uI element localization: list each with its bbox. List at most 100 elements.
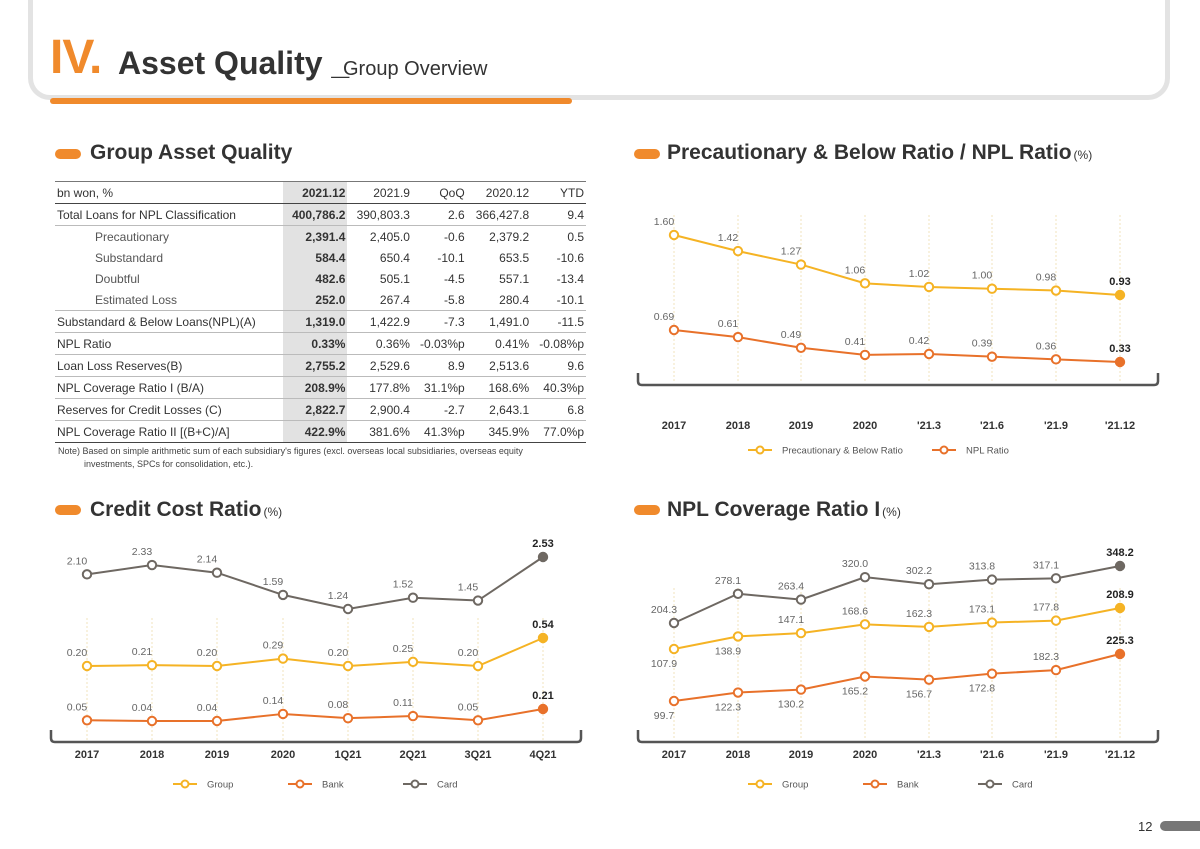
precautionary-axis-bracket xyxy=(636,373,1160,387)
coverage-series-line xyxy=(673,653,1121,702)
table-cell: 208.9% xyxy=(282,376,348,399)
table-cell: -10.1 xyxy=(437,250,465,265)
creditcost-axis-bracket xyxy=(49,730,583,744)
coverage-data-label: 177.8 xyxy=(1033,602,1059,614)
page-subtitle: Group Overview xyxy=(343,58,488,80)
precautionary-data-label: 0.42 xyxy=(909,335,930,347)
coverage-data-label: 313.8 xyxy=(969,561,995,573)
precautionary-legend-marker xyxy=(939,445,949,455)
coverage-data-point xyxy=(859,571,871,583)
page-number: 12 xyxy=(1138,819,1153,834)
coverage-legend-marker xyxy=(985,779,995,789)
coverage-data-point xyxy=(668,695,680,707)
precautionary-data-point xyxy=(986,351,998,362)
table-cell: 653.5 xyxy=(499,250,530,265)
coverage-data-label: 168.6 xyxy=(842,605,868,617)
coverage-data-point xyxy=(1114,648,1126,660)
table-column-header: 2021.12 xyxy=(282,181,348,204)
coverage-data-point xyxy=(732,588,744,599)
table-cell: 2,755.2 xyxy=(282,354,348,377)
table-cell: 2,405.0 xyxy=(369,229,410,244)
creditcost-data-label: 0.21 xyxy=(532,690,553,702)
table-cell: 1,491.0 xyxy=(466,310,532,333)
table-row: Substandard & Below Loans(NPL)(A) 1,319.0… xyxy=(55,310,586,333)
coverage-data-point xyxy=(668,617,680,629)
coverage-data-point xyxy=(986,668,998,679)
table-cell: 381.6% xyxy=(347,420,412,443)
table-row: NPL Coverage Ratio II [(B+C)/A] 422.9% 381… xyxy=(55,420,586,443)
creditcost-data-point xyxy=(81,569,93,580)
creditcost-data-point xyxy=(342,660,354,672)
precautionary-legend-marker xyxy=(755,445,765,455)
table-cell: 482.6 xyxy=(282,268,348,289)
coverage-x-tick-label: '21.12 xyxy=(1105,749,1135,761)
precautionary-data-point xyxy=(923,281,935,293)
table-cell: 8.9 xyxy=(411,354,467,377)
creditcost-data-point xyxy=(472,715,484,726)
table-cell: 2,379.2 xyxy=(489,229,530,244)
table-cell: 390,803.3 xyxy=(347,203,412,226)
coverage-data-label: 162.3 xyxy=(906,608,932,620)
table-cell: 557.1 xyxy=(499,271,530,286)
creditcost-data-point xyxy=(146,715,158,727)
creditcost-data-label: 2.33 xyxy=(132,546,153,558)
table-cell: 41.3%p xyxy=(411,420,467,443)
creditcost-data-label: 2.53 xyxy=(532,538,553,550)
creditcost-series-line xyxy=(86,708,544,722)
precautionary-series-line xyxy=(673,329,1121,363)
coverage-chart-title: NPL Coverage Ratio I (%) xyxy=(667,498,901,521)
creditcost-data-label: 1.45 xyxy=(458,582,479,594)
table-cell: 0.36% xyxy=(347,332,412,355)
creditcost-x-tick-label: 2019 xyxy=(205,749,229,761)
precautionary-data-point xyxy=(795,342,807,353)
table-column-header: 2020.12 xyxy=(466,181,532,204)
coverage-data-point xyxy=(1114,560,1126,572)
table-row: NPL Coverage Ratio I (B/A) 208.9% 177.8% 31… xyxy=(55,376,586,399)
row-label: Estimated Loss xyxy=(55,289,283,311)
creditcost-data-label: 0.04 xyxy=(197,702,218,714)
coverage-data-point xyxy=(795,684,807,695)
creditcost-chart-title: Credit Cost Ratio (%) xyxy=(90,498,283,521)
coverage-data-label: 138.9 xyxy=(715,645,741,657)
table-cell: 2,529.6 xyxy=(347,354,412,377)
creditcost-data-point xyxy=(277,589,289,601)
creditcost-data-point xyxy=(211,715,223,727)
table-cell: -2.7 xyxy=(411,398,467,421)
precautionary-data-point xyxy=(859,349,871,361)
precautionary-legend-label: NPL Ratio xyxy=(966,446,1009,457)
coverage-data-point xyxy=(859,619,871,630)
coverage-series-line xyxy=(673,607,1121,650)
precautionary-series-line xyxy=(673,234,1121,296)
precautionary-data-point xyxy=(795,259,807,270)
precautionary-legend-label: Precautionary & Below Ratio xyxy=(782,446,903,457)
table-cell: 267.4 xyxy=(347,289,412,311)
precautionary-data-point xyxy=(986,283,998,294)
creditcost-data-label: 0.29 xyxy=(263,640,284,652)
creditcost-data-point xyxy=(146,559,158,571)
table-cell: 31.1%p xyxy=(411,376,467,399)
coverage-data-point xyxy=(986,574,998,585)
table-cell: 584.4 xyxy=(282,247,348,268)
table-cell: 2,900.4 xyxy=(347,398,412,421)
creditcost-data-label: 1.59 xyxy=(263,576,284,588)
coverage-data-point xyxy=(923,579,935,590)
table-cell: -0.08%p xyxy=(531,332,586,355)
precautionary-data-label: 0.41 xyxy=(845,336,866,348)
table-cell: 1,319.0 xyxy=(282,310,348,333)
coverage-legend-marker xyxy=(870,779,880,789)
creditcost-x-tick-label: 2Q21 xyxy=(400,749,427,761)
row-label: Doubtful xyxy=(95,271,140,286)
precautionary-data-label: 1.60 xyxy=(654,216,675,228)
table-row: Substandard 584.4 650.4 -10.1 653.5 -10.6 xyxy=(55,247,586,268)
table-cell: 280.4 xyxy=(466,289,532,311)
creditcost-data-point xyxy=(81,715,93,726)
creditcost-legend-label: Card xyxy=(437,780,458,791)
precautionary-chart-title: Precautionary & Below Ratio / NPL Ratio(… xyxy=(667,141,1093,164)
precautionary-data-point xyxy=(1114,356,1126,368)
header-frame xyxy=(28,0,1170,100)
row-label: Reserves for Credit Losses (C) xyxy=(55,398,283,421)
table-row: NPL Ratio 0.33% 0.36% -0.03%p 0.41% -0.08%p xyxy=(55,332,586,355)
coverage-data-label: 317.1 xyxy=(1033,559,1059,571)
creditcost-data-point xyxy=(472,660,484,672)
table-cell: -4.5 xyxy=(444,271,465,286)
